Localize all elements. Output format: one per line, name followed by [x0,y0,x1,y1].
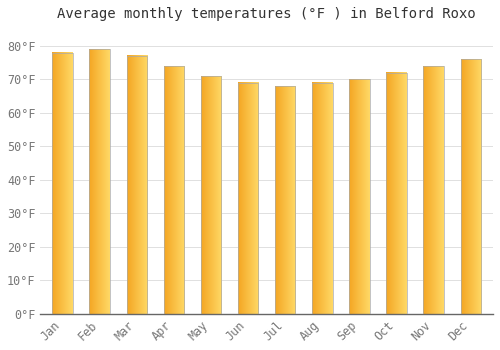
Bar [460,59,481,314]
Bar [238,83,258,314]
Bar [164,66,184,314]
Bar [424,66,444,314]
Bar [386,72,407,314]
Title: Average monthly temperatures (°F ) in Belford Roxo: Average monthly temperatures (°F ) in Be… [58,7,476,21]
Bar [275,86,295,314]
Bar [90,49,110,314]
Bar [201,76,221,314]
Bar [312,83,332,314]
Bar [52,52,73,314]
Bar [350,79,370,314]
Bar [126,56,147,314]
